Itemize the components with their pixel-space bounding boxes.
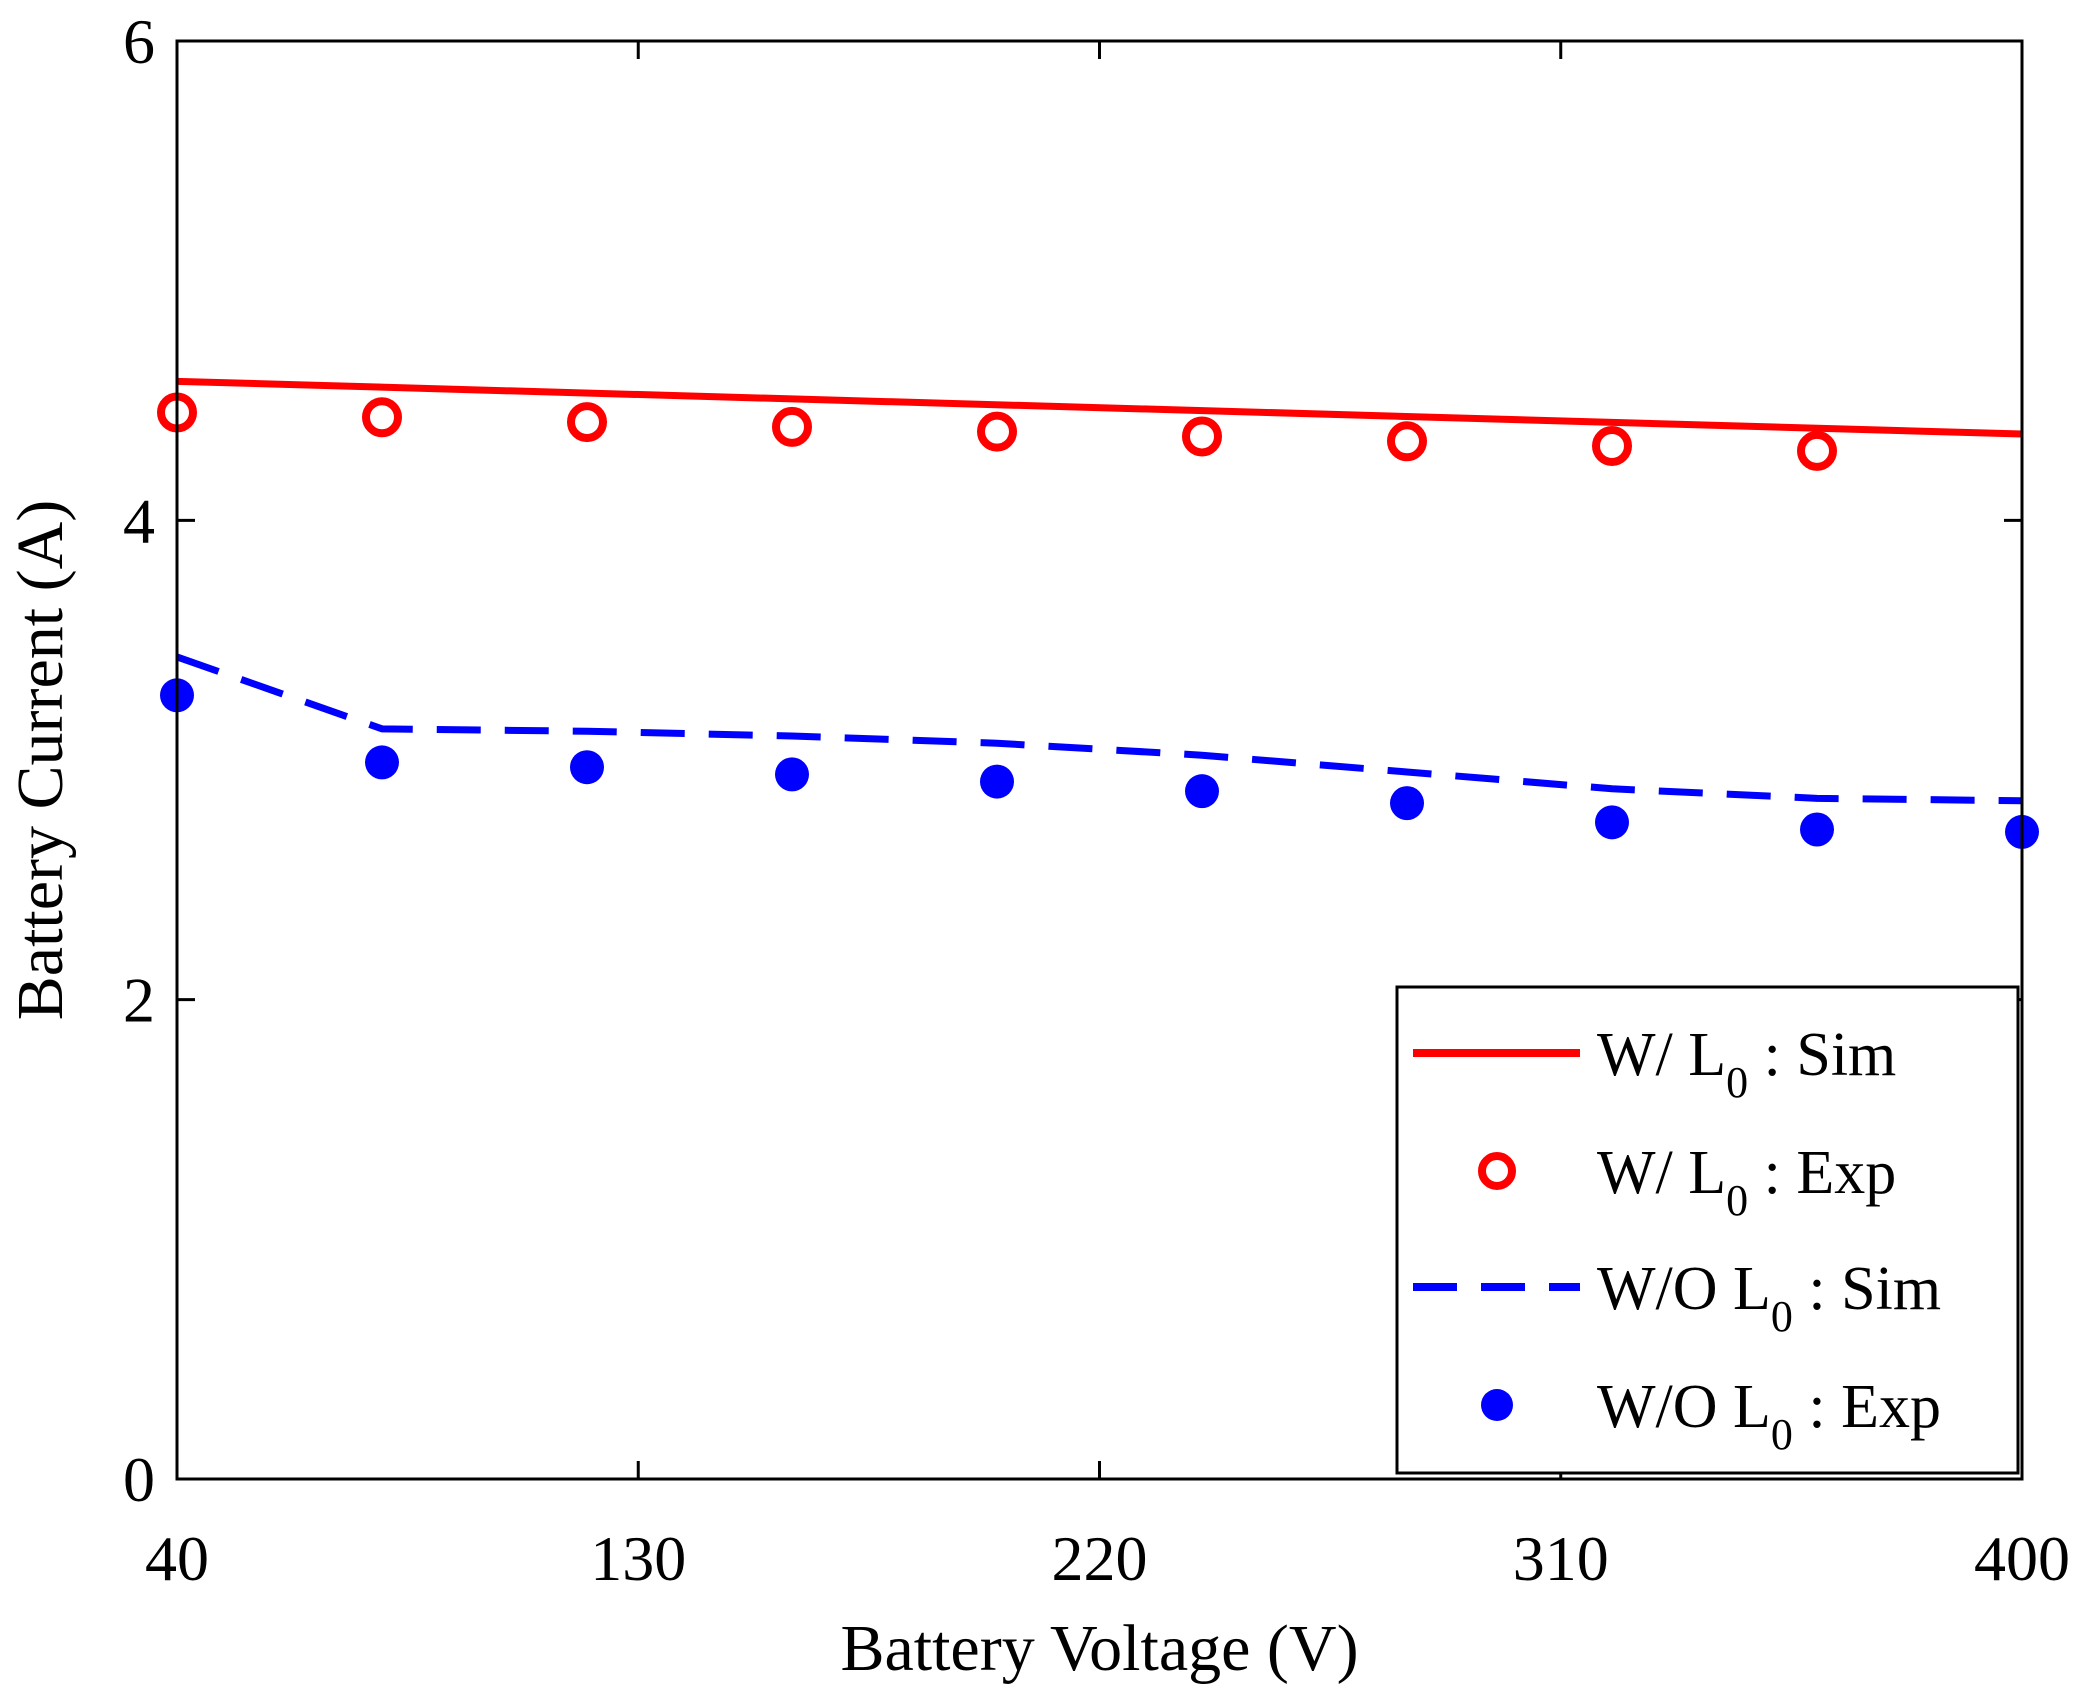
y-axis-label: Battery Current (A) [4, 500, 77, 1021]
legend-label: W/O L0 : Exp [1597, 1373, 1941, 1459]
legend-label: W/ L0 : Sim [1597, 1021, 1896, 1107]
filled-circle-point [980, 764, 1014, 799]
legend-open-circle [1478, 1152, 1516, 1190]
x-tick-label: 40 [145, 1523, 209, 1594]
legend-label-subscript: 0 [1726, 1176, 1748, 1225]
legend-label-tail: : Sim [1748, 1021, 1896, 1089]
solid-series-line [176, 377, 2023, 438]
legend-label-main: W/O L [1597, 1255, 1771, 1323]
y-tick-label: 4 [123, 485, 155, 556]
filled-circle-point [365, 745, 399, 780]
legend-symbol [1478, 1152, 1516, 1190]
legend-label-main: W/O L [1597, 1373, 1771, 1441]
open-circle-point [362, 397, 402, 438]
open-circle-point [1387, 421, 1427, 462]
legend-label-main: W/ L [1597, 1021, 1726, 1089]
legend-label-main: W/ L [1597, 1139, 1726, 1207]
x-tick-label: 220 [1052, 1523, 1148, 1594]
legend-label: W/ L0 : Exp [1597, 1139, 1896, 1225]
legend-label: W/O L0 : Sim [1597, 1255, 1941, 1341]
series-4 [160, 678, 2039, 849]
axes: 40 130 220 310 400 0 2 4 6 [123, 6, 2070, 1594]
y-tick-label: 0 [123, 1444, 155, 1515]
legend-label-subscript: 0 [1726, 1058, 1748, 1107]
open-circle-point [772, 406, 812, 447]
filled-circle-point [1800, 812, 1834, 847]
legend-label-tail: : Sim [1793, 1255, 1941, 1323]
open-circle-point [1182, 416, 1222, 457]
filled-circle-point [1390, 786, 1424, 821]
open-circle-point [977, 411, 1017, 452]
x-axis-label: Battery Voltage (V) [840, 1612, 1358, 1685]
x-tick-label: 130 [590, 1523, 686, 1594]
open-circle-point [567, 402, 607, 443]
legend-filled-circle [1481, 1389, 1513, 1421]
x-tick-label: 400 [1974, 1523, 2070, 1594]
legend-symbol [1481, 1389, 1513, 1421]
legend-label-subscript: 0 [1771, 1292, 1793, 1341]
legend-label-tail: : Exp [1793, 1373, 1941, 1441]
y-tick-label: 2 [123, 965, 155, 1036]
legend-label-subscript: 0 [1771, 1410, 1793, 1459]
filled-circle-point [775, 757, 809, 792]
filled-circle-point [570, 750, 604, 785]
x-tick-label: 310 [1513, 1523, 1609, 1594]
filled-circle-point [1595, 805, 1629, 840]
open-circle-point [1592, 426, 1632, 467]
open-circle-point [1797, 430, 1837, 471]
series-1 [176, 377, 2023, 438]
y-tick-label: 6 [123, 6, 155, 77]
legend-label-tail: : Exp [1748, 1139, 1896, 1207]
filled-circle-point [1185, 774, 1219, 809]
